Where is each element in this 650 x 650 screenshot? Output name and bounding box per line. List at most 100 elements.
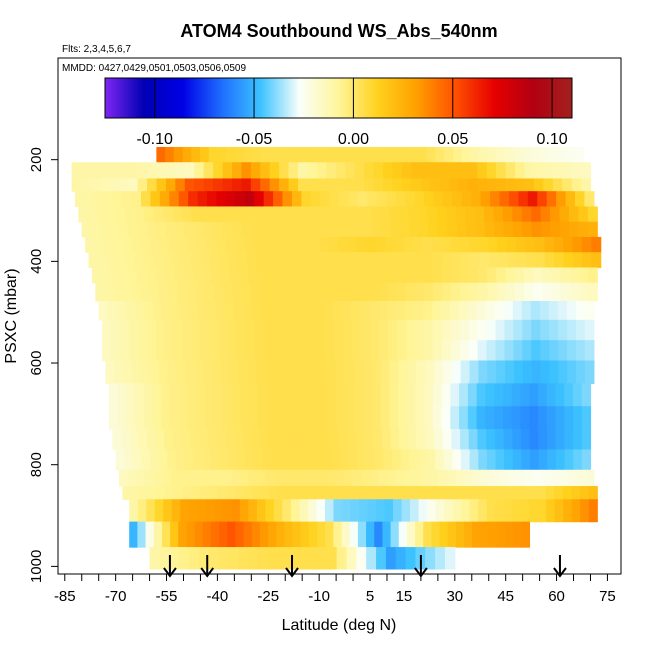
heatmap-cell bbox=[474, 206, 485, 223]
heatmap-cell bbox=[102, 340, 112, 362]
heatmap-cell bbox=[398, 486, 408, 500]
heatmap-cell bbox=[430, 178, 441, 192]
heatmap-cell bbox=[322, 449, 333, 471]
heatmap-cell bbox=[263, 340, 273, 362]
heatmap-cell bbox=[110, 267, 121, 284]
heatmap-cell bbox=[432, 282, 443, 302]
heatmap-cell bbox=[302, 252, 313, 269]
heatmap-cell bbox=[71, 178, 82, 192]
heatmap-cell bbox=[193, 449, 203, 471]
heatmap-cell bbox=[443, 449, 453, 471]
heatmap-cell bbox=[203, 221, 214, 238]
heatmap-cell bbox=[542, 282, 553, 302]
heatmap-cell bbox=[242, 301, 253, 321]
heatmap-cell bbox=[235, 191, 246, 208]
heatmap-cell bbox=[325, 319, 336, 341]
heatmap-cell bbox=[424, 383, 434, 407]
heatmap-cell bbox=[174, 486, 184, 500]
heatmap-cell bbox=[135, 252, 145, 269]
colorbar-tick-label: 0.10 bbox=[537, 131, 568, 148]
heatmap-cell bbox=[486, 162, 497, 180]
heatmap-cell bbox=[260, 301, 271, 321]
heatmap-cell bbox=[263, 319, 273, 341]
heatmap-cell bbox=[422, 267, 433, 284]
heatmap-cell bbox=[339, 267, 350, 284]
heatmap-cell bbox=[248, 267, 258, 284]
heatmap-cell bbox=[395, 547, 407, 570]
heatmap-cell bbox=[487, 267, 497, 284]
heatmap-cell bbox=[361, 319, 371, 341]
heatmap-cell bbox=[488, 521, 498, 548]
heatmap-cell bbox=[319, 236, 330, 253]
heatmap-cell bbox=[209, 319, 219, 341]
heatmap-cell bbox=[144, 469, 155, 487]
heatmap-cell bbox=[165, 178, 176, 192]
heatmap-cell bbox=[263, 191, 274, 208]
heatmap-cell bbox=[74, 191, 85, 208]
heatmap-cell bbox=[147, 178, 158, 192]
heatmap-cell bbox=[459, 319, 470, 341]
y-axis: 200 400 600 800 1000 bbox=[28, 147, 58, 583]
heatmap-cell bbox=[455, 521, 465, 548]
heatmap-cell bbox=[203, 178, 214, 192]
heatmap-cell bbox=[531, 146, 541, 163]
heatmap-cell bbox=[153, 521, 163, 548]
heatmap-cell bbox=[105, 360, 115, 384]
heatmap-cell bbox=[458, 178, 469, 192]
heatmap-cell bbox=[566, 146, 576, 163]
heatmap-cell bbox=[434, 360, 444, 384]
heatmap-cell bbox=[298, 340, 309, 362]
heatmap-cell bbox=[588, 486, 598, 500]
heatmap-cell bbox=[205, 499, 215, 523]
heatmap-cell bbox=[310, 383, 320, 407]
heatmap-cell bbox=[211, 267, 222, 284]
heatmap-cell bbox=[477, 267, 488, 284]
heatmap-cell bbox=[450, 267, 461, 284]
heatmap-cell bbox=[564, 383, 574, 407]
heatmap-cell bbox=[143, 301, 154, 321]
heatmap-cell bbox=[298, 162, 309, 180]
heatmap-cell bbox=[548, 146, 559, 163]
heatmap-cell bbox=[459, 267, 470, 284]
heatmap-cell bbox=[164, 340, 175, 362]
heatmap-cell bbox=[182, 340, 193, 362]
heatmap-cell bbox=[277, 547, 289, 570]
heatmap-cell bbox=[413, 236, 424, 253]
heatmap-cell bbox=[442, 429, 452, 451]
heatmap-cell bbox=[555, 429, 565, 451]
heatmap-cell bbox=[477, 340, 488, 362]
heatmap-cell bbox=[312, 429, 322, 451]
heatmap-cell bbox=[361, 206, 372, 223]
heatmap-cell bbox=[563, 236, 574, 253]
heatmap-cell bbox=[199, 429, 209, 451]
heatmap-cell bbox=[513, 340, 523, 362]
heatmap-cell bbox=[354, 360, 364, 384]
heatmap-cell bbox=[484, 221, 495, 238]
heatmap-cell bbox=[450, 383, 460, 407]
heatmap-cell bbox=[263, 236, 274, 253]
heatmap-cell bbox=[181, 429, 192, 451]
heatmap-cell bbox=[371, 383, 381, 407]
x-tick-label: 60 bbox=[548, 588, 565, 605]
heatmap-cell bbox=[405, 252, 416, 269]
heatmap-cell bbox=[437, 221, 448, 238]
dates-note: MMDD: 0427,0429,0501,0503,0506,0509 bbox=[62, 63, 246, 74]
heatmap-cell bbox=[476, 383, 486, 407]
heatmap-cell bbox=[147, 429, 157, 451]
heatmap-cell bbox=[209, 340, 219, 362]
heatmap-cell bbox=[179, 547, 190, 570]
heatmap-cell bbox=[338, 236, 349, 253]
heatmap-cell bbox=[339, 252, 350, 269]
heatmap-cell bbox=[389, 383, 399, 407]
heatmap-cell bbox=[227, 319, 237, 341]
heatmap-cell bbox=[369, 469, 379, 487]
heatmap-cell bbox=[119, 340, 130, 362]
heatmap-cell bbox=[231, 178, 242, 192]
heatmap-cell bbox=[317, 469, 327, 487]
heatmap-cell bbox=[490, 191, 501, 208]
heatmap-cell bbox=[225, 191, 236, 208]
heatmap-cell bbox=[529, 383, 539, 407]
heatmap-cell bbox=[568, 206, 579, 223]
heatmap-cell bbox=[329, 191, 340, 208]
heatmap-cell bbox=[222, 221, 233, 238]
